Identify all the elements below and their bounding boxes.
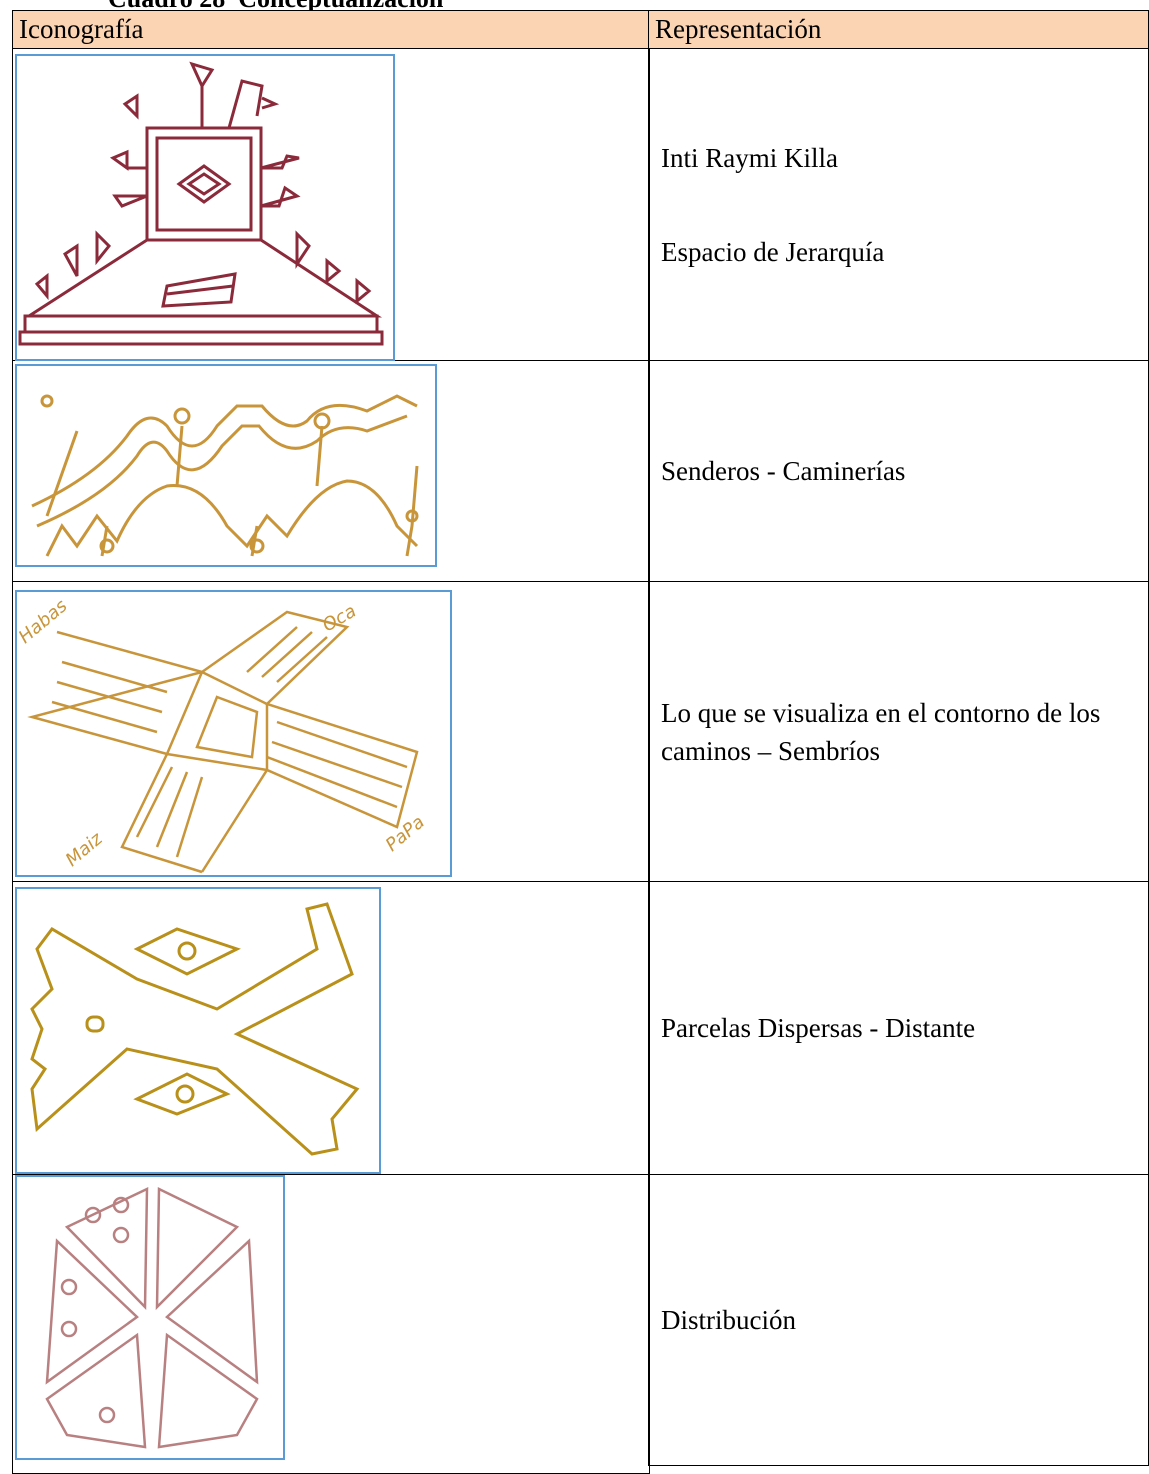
header-cell: Representación bbox=[648, 10, 1149, 49]
cell-text: Inti Raymi Killa bbox=[661, 142, 838, 173]
icon-drawing: Habas Oca Maiz PaPa bbox=[17, 595, 429, 874]
cell-text: Senderos - Caminerías bbox=[661, 456, 906, 486]
cell-text: Distribución bbox=[661, 1305, 796, 1335]
caption: Cuadro 28 Conceptualización bbox=[108, 0, 443, 14]
header-cell: Iconografía bbox=[12, 10, 650, 49]
icon-drawing bbox=[45, 1187, 259, 1449]
cell-text: Lo que se visualiza en el contorno de lo… bbox=[661, 697, 1101, 766]
icon: Habas Oca Maiz PaPa bbox=[15, 590, 452, 877]
image-label: Oca bbox=[319, 601, 360, 637]
cell-text: Espacio de Jerarquía bbox=[661, 236, 885, 267]
icon-drawing bbox=[18, 61, 384, 346]
text-cell: Distribución bbox=[648, 1174, 1149, 1466]
text-cell: Senderos - Caminerías bbox=[648, 360, 1149, 582]
image-label: PaPa bbox=[382, 812, 429, 856]
image-label: Maiz bbox=[62, 828, 107, 871]
cell-text: Parcelas Dispersas - Distante bbox=[661, 1013, 976, 1043]
icon bbox=[15, 1175, 285, 1460]
image-label: Habas bbox=[17, 595, 71, 647]
text-cell: Inti Raymi Killa Espacio de Jerarquía bbox=[648, 48, 1149, 361]
icon bbox=[15, 364, 437, 567]
text-cell: Parcelas Dispersas - Distante bbox=[648, 881, 1149, 1175]
text-cell: Lo que se visualiza en el contorno de lo… bbox=[648, 581, 1149, 882]
icon-drawing bbox=[31, 394, 419, 557]
icon-drawing bbox=[30, 902, 360, 1156]
icon bbox=[15, 887, 381, 1174]
icon bbox=[15, 54, 395, 361]
